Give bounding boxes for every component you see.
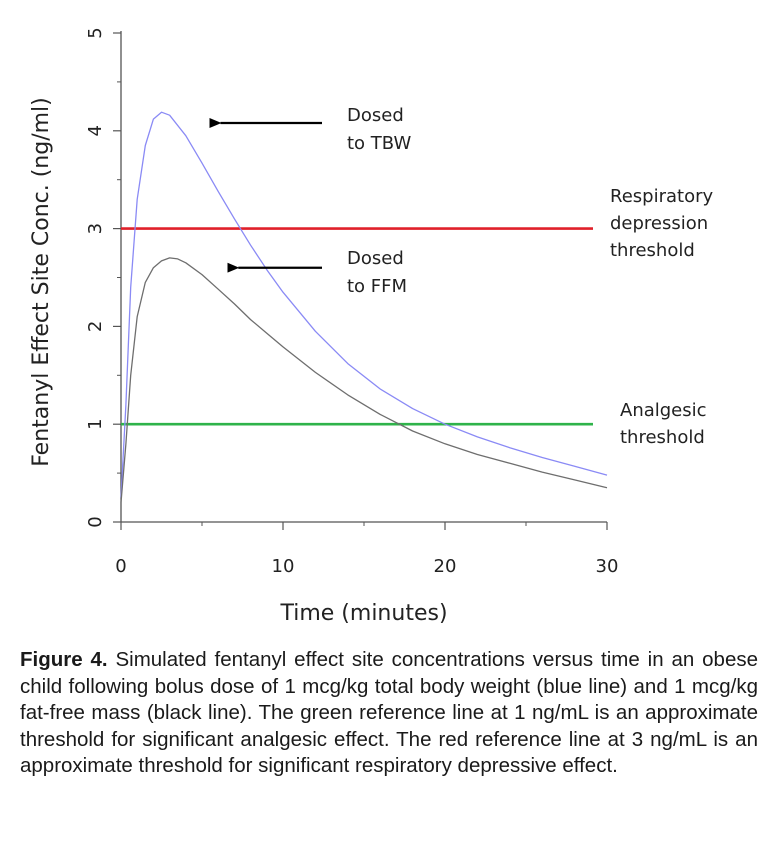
ffm-annotation-text: Dosed bbox=[347, 248, 404, 269]
y-tick-label: 2 bbox=[85, 321, 106, 332]
figure-caption: Figure 4. Simulated fentanyl effect site… bbox=[20, 647, 758, 780]
x-axis-title: Time (minutes) bbox=[279, 601, 447, 626]
x-tick-label: 10 bbox=[272, 556, 295, 577]
tbw-annotation-text: Dosed bbox=[347, 105, 404, 126]
caption-label: Figure 4. bbox=[20, 648, 108, 671]
y-axis-title: Fentanyl Effect Site Conc. (ng/ml) bbox=[29, 97, 54, 467]
tbw-series-line bbox=[120, 111, 608, 498]
x-tick-label: 0 bbox=[115, 556, 126, 577]
ffm-series-line bbox=[120, 257, 608, 503]
respiratory-threshold-label: depression bbox=[610, 213, 708, 234]
x-tick-label: 20 bbox=[434, 556, 457, 577]
y-tick-label: 5 bbox=[85, 27, 106, 38]
analgesic-threshold-label: threshold bbox=[620, 427, 705, 448]
y-tick-label: 1 bbox=[85, 418, 106, 429]
analgesic-threshold-label: Analgesic bbox=[620, 400, 707, 421]
y-tick-label: 4 bbox=[85, 125, 106, 136]
series-lines bbox=[120, 111, 608, 503]
axes: 0 1 2 3 4 5 0 10 20 30 bbox=[85, 27, 618, 577]
reference-lines: Respiratory depression threshold Analgesic t… bbox=[121, 186, 713, 448]
tbw-annotation-text: to TBW bbox=[347, 133, 411, 154]
fentanyl-chart: 0 1 2 3 4 5 0 10 20 30 Respiratory depression thres… bbox=[29, 27, 713, 626]
respiratory-threshold-label: threshold bbox=[610, 240, 695, 261]
ffm-annotation-text: to FFM bbox=[347, 276, 407, 297]
caption-text: Simulated fentanyl effect site concentra… bbox=[20, 648, 758, 777]
respiratory-threshold-label: Respiratory bbox=[610, 186, 713, 207]
y-tick-label: 0 bbox=[85, 516, 106, 527]
y-tick-label: 3 bbox=[85, 223, 106, 234]
x-tick-label: 30 bbox=[596, 556, 619, 577]
annotations: Dosed to TBW Dosed to FFM bbox=[209, 105, 411, 297]
